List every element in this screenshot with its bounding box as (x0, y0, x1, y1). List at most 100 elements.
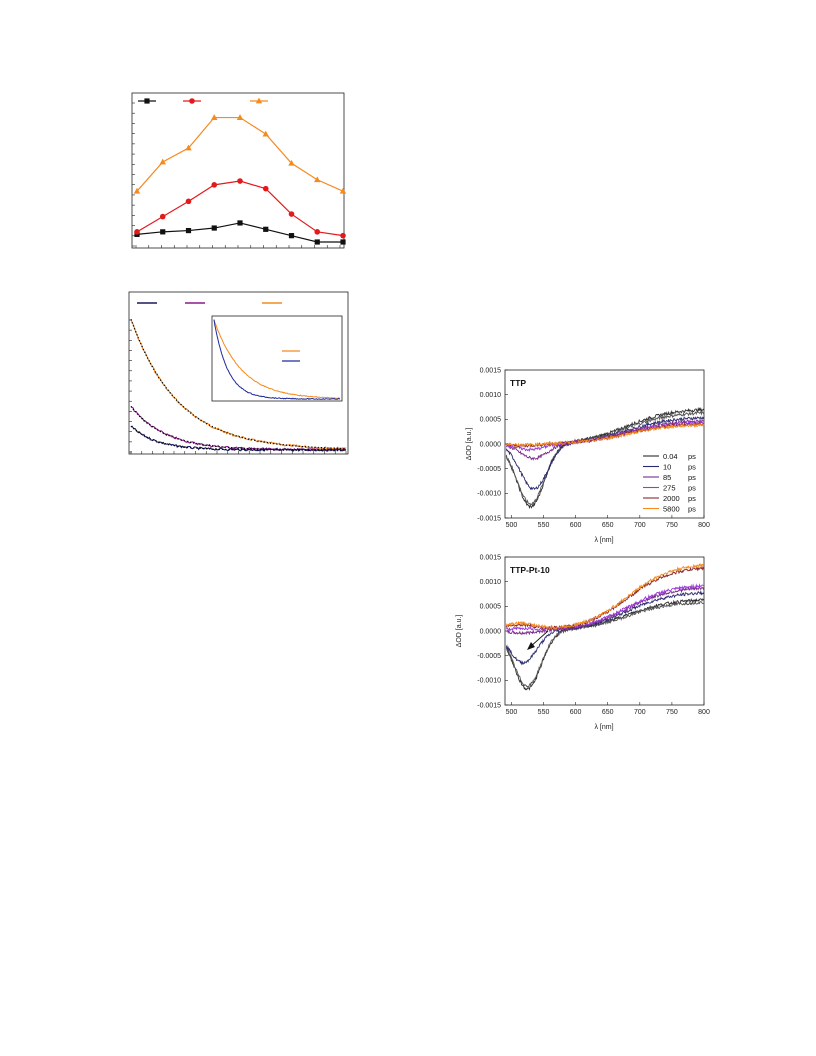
data-point (211, 225, 217, 231)
series-line (130, 319, 347, 451)
series-line (506, 422, 705, 448)
x-tick-label: 800 (698, 709, 710, 716)
series-group (505, 563, 705, 691)
data-point (185, 227, 192, 234)
series-group (130, 319, 347, 452)
plot-frame (504, 556, 705, 706)
x-tick-label: 650 (602, 709, 614, 716)
legend-value: 0.04 (663, 452, 678, 461)
data-point (185, 198, 192, 205)
data-point (263, 226, 269, 232)
x-tick-label: 700 (634, 522, 646, 529)
x-tick-label: 700 (634, 709, 646, 716)
y-tick-label: 0.0010 (480, 392, 502, 399)
y-tick-label: 0.0000 (480, 628, 502, 635)
y-tick-labels: 0.0015 0.0010 0.0005 0.0000 -0.0005 -0.0010 -0… (477, 554, 508, 709)
legend-background (640, 450, 702, 514)
series-group (505, 406, 705, 510)
inset-series (213, 319, 341, 400)
panel-title: TTP-Pt-10 (510, 565, 550, 575)
panel-title: TTP (510, 378, 526, 388)
y-axis-label: ΔOD [a.u.] (456, 615, 463, 648)
y-tick-label: -0.0010 (477, 491, 501, 498)
data-point (314, 229, 321, 235)
y-tick-label: 0.0015 (480, 554, 502, 561)
y-tick-label: 0.0005 (480, 604, 502, 611)
legend-marker (189, 98, 195, 104)
data-point (236, 114, 244, 120)
data-point (288, 159, 295, 166)
legend-unit: ps (688, 473, 696, 482)
series-line (505, 599, 705, 689)
series-group (133, 114, 347, 245)
y-tick-label: 0.0005 (480, 417, 502, 424)
arrow-shaft (529, 630, 549, 648)
y-tick-label: -0.0015 (477, 702, 501, 709)
fit-line (130, 425, 346, 451)
y-tick-label: 0.0010 (480, 579, 502, 586)
y-axis-label: ΔOD [a.u.] (466, 428, 473, 461)
legend-value: 85 (663, 473, 671, 482)
annotation-arrow (527, 630, 549, 650)
x-tick-label: 500 (506, 522, 518, 529)
data-point (133, 187, 141, 194)
data-point (211, 114, 218, 120)
legend-unit: ps (688, 484, 696, 493)
series-line (505, 590, 705, 666)
y-tick-label: 0.0000 (480, 441, 502, 448)
x-tick-label: 750 (666, 522, 678, 529)
fit-line (130, 405, 346, 451)
x-tick-label: 750 (666, 709, 678, 716)
legend-value: 275 (663, 484, 676, 493)
data-point (185, 144, 192, 151)
series-line (505, 563, 705, 630)
legend-value: 2000 (663, 494, 680, 503)
series-line (505, 415, 705, 491)
inset-frame (211, 315, 343, 402)
arrow-head (527, 642, 535, 650)
legend-unit: ps (688, 494, 696, 503)
inset-series-line (213, 319, 341, 400)
data-point (288, 211, 295, 217)
data-point (288, 233, 295, 239)
x-tick-labels: 500 550 600 650 700 750 800 (506, 515, 710, 529)
y-tick-label: -0.0015 (477, 515, 501, 522)
tick-marks (132, 102, 341, 248)
x-tick-labels: 500 550 600 650 700 750 800 (506, 702, 710, 716)
legend: 0.04 ps 10 ps 85 ps 275 ps 2000 ps 5800 ps (640, 450, 702, 514)
y-tick-label: -0.0010 (477, 678, 501, 685)
y-tick-label: 0.0015 (480, 367, 502, 374)
x-axis-label: λ [nm] (594, 537, 613, 544)
data-point (159, 213, 166, 220)
x-tick-label: 550 (538, 522, 550, 529)
data-point (340, 239, 346, 245)
x-axis-label: λ [nm] (594, 724, 613, 731)
data-point (262, 130, 269, 137)
legend-unit: ps (688, 463, 696, 472)
series-line (505, 583, 705, 632)
x-tick-label: 500 (506, 709, 518, 716)
data-point (314, 176, 321, 183)
data-point (237, 220, 243, 226)
legend (138, 97, 268, 104)
data-point (340, 232, 346, 239)
data-point (339, 187, 347, 194)
x-tick-label: 550 (538, 709, 550, 716)
y-tick-label: -0.0005 (477, 466, 501, 473)
data-point (160, 229, 166, 235)
legend-value: 10 (663, 463, 671, 472)
y-tick-label: -0.0005 (477, 653, 501, 660)
data-point (314, 239, 320, 245)
data-point (159, 158, 166, 165)
data-point (262, 185, 269, 192)
x-tick-label: 600 (570, 522, 582, 529)
legend-unit: ps (688, 505, 696, 514)
x-tick-label: 600 (570, 709, 582, 716)
x-tick-label: 650 (602, 522, 614, 529)
legend-value: 5800 (663, 505, 680, 514)
y-tick-labels: 0.0015 0.0010 0.0005 0.0000 -0.0005 -0.0010 -0… (477, 367, 508, 522)
